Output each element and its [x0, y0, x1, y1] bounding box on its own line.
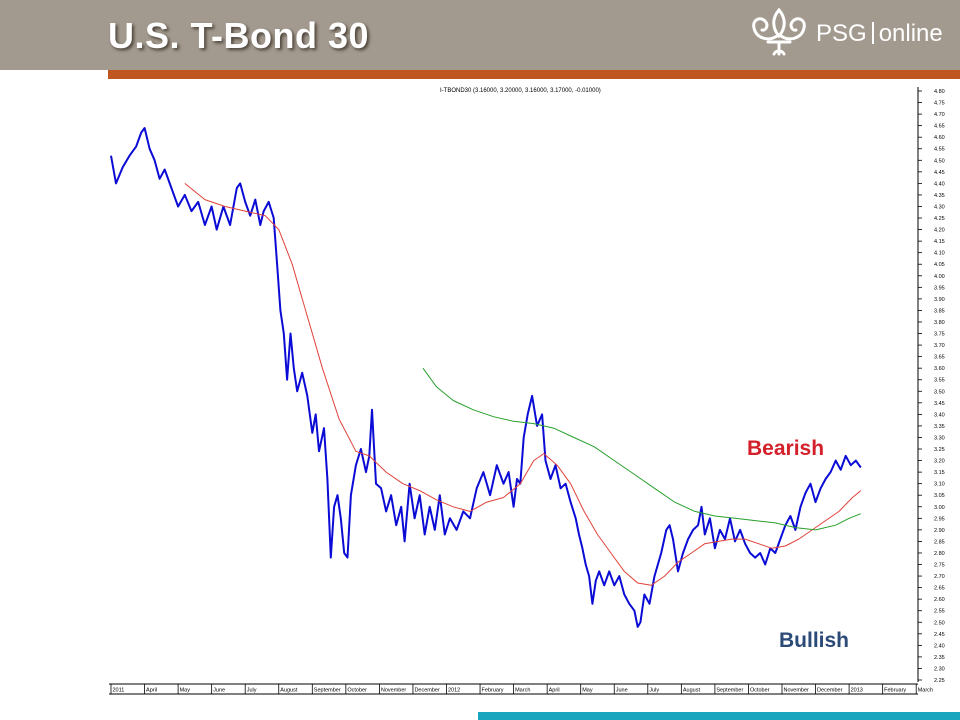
- y-tick-label: 2.75: [934, 563, 945, 569]
- y-tick-label: 2.30: [934, 666, 945, 672]
- x-tick-label: August: [683, 688, 701, 694]
- y-tick-label: 2.50: [934, 620, 945, 626]
- y-tick-label: 3.70: [934, 343, 945, 349]
- x-tick-label: December: [414, 688, 440, 694]
- y-tick-label: 4.35: [934, 193, 945, 199]
- y-tick-label: 3.50: [934, 389, 945, 395]
- y-tick-label: 4.40: [934, 181, 945, 187]
- x-tick-label: December: [817, 688, 843, 694]
- y-tick-label: 3.05: [934, 493, 945, 499]
- y-tick-label: 2.35: [934, 655, 945, 661]
- logo-suffix: online: [878, 20, 943, 47]
- y-tick-label: 4.10: [934, 251, 945, 257]
- y-tick-label: 3.90: [934, 297, 945, 303]
- fleur-de-lis-icon: [752, 7, 806, 56]
- y-tick-label: 4.05: [934, 262, 945, 268]
- y-tick-label: 4.70: [934, 112, 945, 118]
- y-tick-label: 4.15: [934, 239, 945, 245]
- y-tick-label: 3.60: [934, 366, 945, 372]
- x-tick-label: February: [884, 688, 906, 694]
- y-tick-label: 3.45: [934, 401, 945, 407]
- y-tick-label: 3.35: [934, 424, 945, 430]
- logo-brand: PSG: [816, 20, 867, 47]
- y-tick-label: 4.60: [934, 135, 945, 141]
- x-tick-label: October: [750, 688, 770, 694]
- price-line: [110, 127, 862, 628]
- y-tick-label: 2.95: [934, 516, 945, 522]
- x-tick-label: 2011: [113, 688, 125, 694]
- logo-separator: [871, 22, 874, 44]
- short-moving-average-line: [184, 183, 862, 586]
- y-tick-label: 3.85: [934, 308, 945, 314]
- y-tick-label: 3.80: [934, 320, 945, 326]
- y-tick-label: 4.30: [934, 204, 945, 210]
- y-tick-label: 4.00: [934, 274, 945, 280]
- x-tick-label: May: [582, 688, 593, 694]
- x-tick-label: September: [314, 688, 341, 694]
- y-tick-label: 3.20: [934, 459, 945, 465]
- y-tick-label: 2.90: [934, 528, 945, 534]
- y-tick-label: 3.55: [934, 378, 945, 384]
- bottom-accent-bar: [478, 712, 960, 720]
- x-tick-label: March: [515, 688, 530, 694]
- header-accent-line: [108, 70, 960, 79]
- y-tick-label: 3.65: [934, 355, 945, 361]
- chart-header-label: I-TBOND30 (3.16000, 3.20000, 3.16000, 3.…: [440, 88, 601, 94]
- y-tick-label: 3.40: [934, 412, 945, 418]
- x-tick-label: November: [381, 688, 407, 694]
- x-tick-label: May: [180, 688, 191, 694]
- psg-logo: PSG online: [744, 6, 944, 60]
- y-tick-label: 2.80: [934, 551, 945, 557]
- y-tick-label: 4.80: [934, 89, 945, 95]
- x-tick-label: April: [549, 688, 560, 694]
- x-tick-label: November: [784, 688, 810, 694]
- x-tick-label: 2013: [851, 688, 863, 694]
- x-tick-label: July: [649, 688, 659, 694]
- y-tick-label: 3.10: [934, 482, 945, 488]
- y-tick-label: 4.55: [934, 147, 945, 153]
- page-title: U.S. T-Bond 30: [108, 15, 370, 56]
- y-tick-label: 2.45: [934, 632, 945, 638]
- y-tick-label: 4.25: [934, 216, 945, 222]
- x-tick-label: August: [280, 688, 298, 694]
- y-tick-label: 4.65: [934, 124, 945, 130]
- y-tick-label: 3.25: [934, 447, 945, 453]
- x-tick-label: September: [716, 688, 743, 694]
- x-tick-label: June: [616, 688, 628, 694]
- y-tick-label: 2.70: [934, 574, 945, 580]
- y-tick-label: 2.60: [934, 597, 945, 603]
- long-moving-average-line: [422, 367, 861, 531]
- y-tick-label: 3.15: [934, 470, 945, 476]
- y-tick-label: 2.55: [934, 609, 945, 615]
- x-tick-label: 2012: [448, 688, 460, 694]
- x-tick-label: March: [918, 688, 933, 694]
- y-tick-label: 4.45: [934, 170, 945, 176]
- y-tick-label: 3.75: [934, 332, 945, 338]
- bearish-annotation: Bearish: [747, 437, 825, 460]
- logo-text: PSG online: [816, 20, 943, 48]
- y-tick-label: 3.95: [934, 285, 945, 291]
- y-tick-label: 4.20: [934, 228, 945, 234]
- x-tick-label: April: [146, 688, 157, 694]
- x-tick-label: July: [247, 688, 257, 694]
- y-tick-label: 2.65: [934, 586, 945, 592]
- x-tick-label: February: [482, 688, 504, 694]
- bullish-annotation: Bullish: [779, 629, 850, 652]
- y-tick-label: 3.30: [934, 435, 945, 441]
- x-tick-label: June: [213, 688, 225, 694]
- y-tick-label: 2.85: [934, 539, 945, 545]
- y-tick-label: 3.00: [934, 505, 945, 511]
- y-tick-label: 4.50: [934, 158, 945, 164]
- x-tick-label: October: [347, 688, 367, 694]
- y-tick-label: 2.25: [934, 678, 945, 684]
- y-tick-label: 4.75: [934, 101, 945, 107]
- y-tick-label: 2.40: [934, 643, 945, 649]
